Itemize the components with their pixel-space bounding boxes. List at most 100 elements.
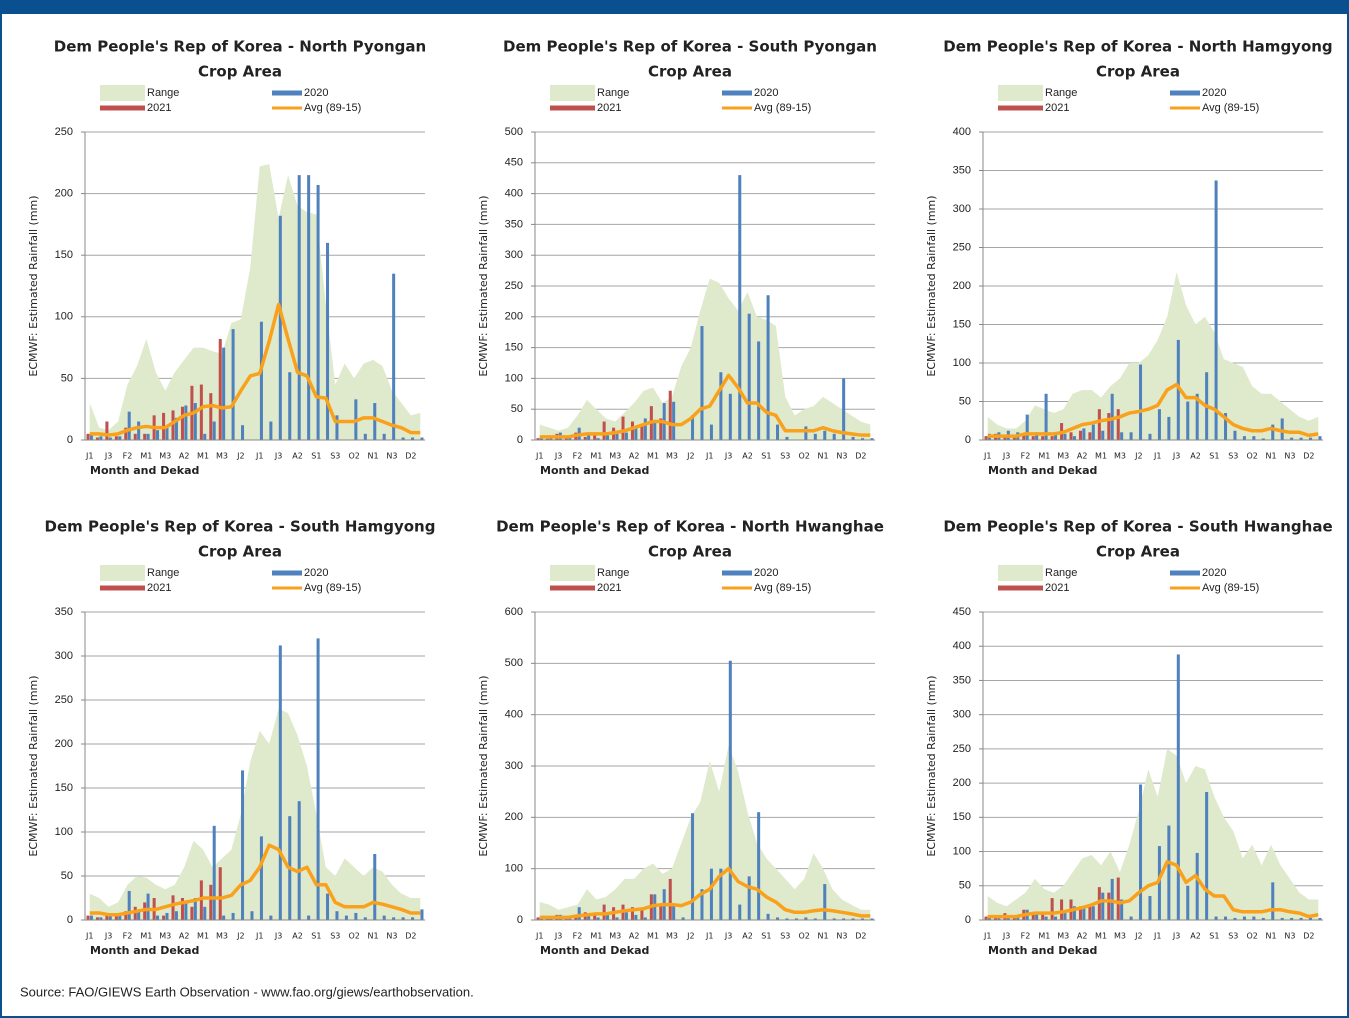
bar xyxy=(344,915,348,920)
bar xyxy=(1271,882,1275,920)
legend-label: 2020 xyxy=(304,87,328,99)
bar xyxy=(1063,433,1067,440)
bar xyxy=(785,436,789,440)
y-tick-label: 100 xyxy=(505,372,523,384)
bar xyxy=(146,433,150,440)
y-tick-label: 200 xyxy=(55,188,73,200)
y-axis-title: ECMWF: Estimated Rainfall (mm) xyxy=(925,675,938,856)
x-tick-label: M1 xyxy=(1095,932,1107,941)
legend-swatch xyxy=(550,105,595,111)
bar xyxy=(1129,432,1133,440)
x-tick-label: S3 xyxy=(780,452,790,461)
legend-label: Range xyxy=(1045,87,1077,99)
y-tick-label: 450 xyxy=(505,157,523,169)
x-tick-label: A2 xyxy=(292,932,303,941)
bar xyxy=(1157,409,1161,440)
bar xyxy=(259,836,263,920)
legend-swatch xyxy=(272,90,302,96)
bar xyxy=(99,917,103,920)
legend-label: 2021 xyxy=(147,102,171,114)
bar xyxy=(842,918,846,920)
bar xyxy=(993,917,997,920)
avg-line xyxy=(89,302,421,437)
bar xyxy=(392,917,396,920)
y-axis-title: ECMWF: Estimated Rainfall (mm) xyxy=(477,675,490,856)
bar xyxy=(813,918,817,920)
bar xyxy=(823,430,827,440)
bar xyxy=(1054,916,1058,920)
bar xyxy=(870,438,874,440)
bar xyxy=(420,909,424,920)
bar xyxy=(1299,917,1303,920)
x-tick-label: A2 xyxy=(629,932,640,941)
bar xyxy=(127,411,131,440)
bar xyxy=(1139,364,1143,440)
bar xyxy=(1148,433,1152,440)
bar xyxy=(1280,418,1284,440)
bar xyxy=(1082,428,1086,440)
x-tick-label: J3 xyxy=(724,932,732,941)
x-tick-label: J1 xyxy=(1153,932,1161,941)
legend-swatch xyxy=(550,565,595,581)
bar xyxy=(203,906,207,920)
bar xyxy=(747,876,751,920)
x-tick-label: A2 xyxy=(742,932,753,941)
x-tick-label: M3 xyxy=(216,452,228,461)
x-tick-label: M3 xyxy=(1057,932,1069,941)
y-tick-label: 200 xyxy=(505,811,523,823)
bar xyxy=(568,436,572,440)
avg-line xyxy=(987,860,1319,919)
chart-subtitle: Crop Area xyxy=(198,543,282,561)
bar xyxy=(728,660,732,920)
bar xyxy=(297,801,301,920)
bar xyxy=(420,437,424,440)
bar xyxy=(162,915,166,920)
bar xyxy=(1318,436,1322,440)
bar xyxy=(1041,913,1045,920)
bar xyxy=(1233,430,1237,440)
bar xyxy=(630,907,634,920)
bar xyxy=(133,433,137,440)
legend-swatch xyxy=(998,85,1043,101)
bar xyxy=(382,433,386,440)
bar xyxy=(241,425,245,440)
x-tick-label: S3 xyxy=(1228,932,1238,941)
bar xyxy=(143,433,147,440)
bar xyxy=(199,384,203,440)
x-tick-label: J1 xyxy=(983,932,991,941)
bar xyxy=(776,917,780,920)
legend-label: 2021 xyxy=(147,582,171,594)
bar xyxy=(269,421,273,440)
x-tick-label: M3 xyxy=(159,452,171,461)
bar xyxy=(1082,906,1086,920)
bar xyxy=(184,902,188,920)
bar xyxy=(1116,877,1120,920)
bar xyxy=(1072,436,1076,440)
y-axis-title: ECMWF: Estimated Rainfall (mm) xyxy=(27,195,40,376)
y-tick-label: 250 xyxy=(505,280,523,292)
bar xyxy=(593,914,597,920)
y-tick-label: 0 xyxy=(67,914,73,926)
x-tick-label: J1 xyxy=(85,932,93,941)
y-tick-label: 100 xyxy=(505,863,523,875)
y-tick-label: 0 xyxy=(67,434,73,446)
y-tick-label: 100 xyxy=(953,845,971,857)
x-tick-label: D2 xyxy=(1303,932,1314,941)
y-tick-label: 150 xyxy=(953,318,971,330)
legend-label: Avg (89-15) xyxy=(304,582,361,594)
x-tick-label: M3 xyxy=(216,932,228,941)
bar xyxy=(1290,437,1294,440)
x-tick-label: J1 xyxy=(255,452,263,461)
x-tick-label: M1 xyxy=(590,932,602,941)
bar xyxy=(411,437,415,440)
bar xyxy=(643,418,647,440)
x-tick-label: N3 xyxy=(836,452,847,461)
bar xyxy=(288,372,292,440)
bar xyxy=(804,917,808,920)
x-tick-label: N1 xyxy=(1266,452,1277,461)
bar xyxy=(1157,846,1161,920)
bar xyxy=(606,435,610,440)
bar xyxy=(105,421,109,440)
y-tick-label: 50 xyxy=(959,880,971,892)
avg-line xyxy=(987,382,1319,438)
